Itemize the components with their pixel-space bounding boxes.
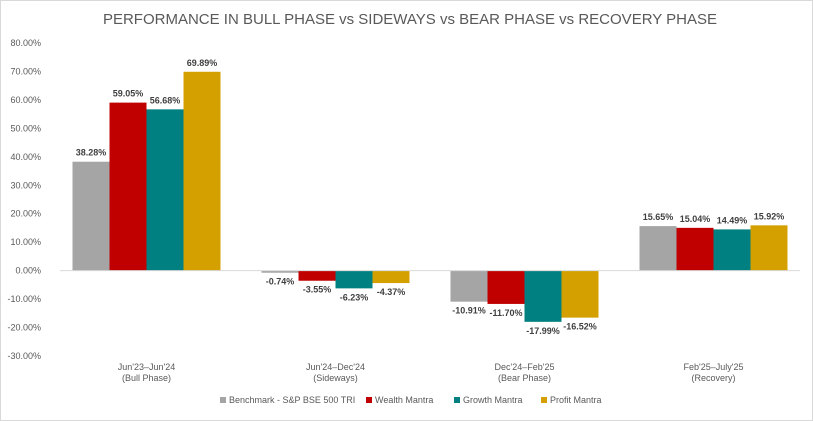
data-label: 14.49% [717, 215, 748, 225]
y-tick-label: 10.00% [10, 237, 41, 247]
data-labels: 38.28% 59.05% 56.68% 69.89% -0.74% -3.55% -6.2… [76, 58, 785, 336]
bar [261, 270, 299, 273]
data-label: -4.37% [377, 287, 406, 297]
bar [750, 225, 788, 271]
bar [335, 270, 373, 289]
data-label: -17.99% [526, 326, 560, 336]
x-tick-label: Jun'23–Jun'24 [118, 362, 176, 372]
y-axis: -30.00% -20.00% -10.00% 0.00% 10.00% 20.00% 30… [7, 38, 41, 361]
x-tick-label: (Sideways) [313, 373, 358, 383]
chart-title: PERFORMANCE IN BULL PHASE vs SIDEWAYS vs… [103, 11, 717, 28]
x-tick-label: Feb'25–July'25 [684, 362, 744, 372]
bar [109, 102, 147, 271]
x-tick-label: (Bear Phase) [498, 373, 551, 383]
y-tick-label: 60.00% [10, 95, 41, 105]
y-tick-label: 0.00% [15, 266, 41, 276]
legend-swatch [541, 397, 547, 403]
y-tick-label: 80.00% [10, 38, 41, 48]
data-label: 59.05% [113, 89, 144, 99]
bars [72, 71, 788, 322]
legend: Benchmark - S&P BSE 500 TRI Wealth Mantra… [220, 395, 602, 405]
x-tick-label: Jun'24–Dec'24 [306, 362, 365, 372]
data-label: -10.91% [452, 306, 486, 316]
x-tick-label: (Bull Phase) [122, 373, 171, 383]
y-tick-label: -30.00% [7, 351, 41, 361]
x-axis: Jun'23–Jun'24(Bull Phase) Jun'24–Dec'24(S… [118, 362, 744, 383]
bar [561, 270, 599, 318]
data-label: 15.04% [680, 214, 711, 224]
y-tick-label: -20.00% [7, 323, 41, 333]
bar [372, 270, 410, 284]
legend-swatch [366, 397, 372, 403]
data-label: -6.23% [340, 292, 369, 302]
x-tick-label: Dec'24–Feb'25 [495, 362, 555, 372]
data-label: -16.52% [563, 322, 597, 332]
bar [450, 270, 488, 302]
y-tick-label: 50.00% [10, 123, 41, 133]
x-tick-label: (Recovery) [691, 373, 735, 383]
y-tick-label: 40.00% [10, 152, 41, 162]
bar [72, 161, 110, 271]
bar [713, 229, 751, 271]
y-tick-label: 20.00% [10, 209, 41, 219]
legend-label: Profit Mantra [550, 395, 602, 405]
bar [524, 270, 562, 322]
legend-label: Growth Mantra [463, 395, 523, 405]
y-tick-label: 30.00% [10, 180, 41, 190]
y-tick-label: -10.00% [7, 294, 41, 304]
legend-label: Benchmark - S&P BSE 500 TRI [229, 395, 355, 405]
y-tick-label: 70.00% [10, 66, 41, 76]
data-label: 69.89% [187, 58, 218, 68]
data-label: 15.92% [754, 211, 785, 221]
legend-swatch [220, 397, 226, 403]
data-label: 38.28% [76, 148, 107, 158]
bar [298, 270, 336, 281]
data-label: -11.70% [489, 308, 522, 318]
bar [183, 71, 221, 271]
bar [639, 226, 677, 271]
data-label: 15.65% [643, 212, 674, 222]
bar [487, 270, 525, 304]
legend-swatch [454, 397, 460, 403]
legend-label: Wealth Mantra [375, 395, 433, 405]
bar [146, 109, 184, 271]
bar [676, 227, 714, 271]
data-label: -0.74% [266, 277, 295, 287]
data-label: -3.55% [303, 285, 332, 295]
data-label: 56.68% [150, 95, 181, 105]
